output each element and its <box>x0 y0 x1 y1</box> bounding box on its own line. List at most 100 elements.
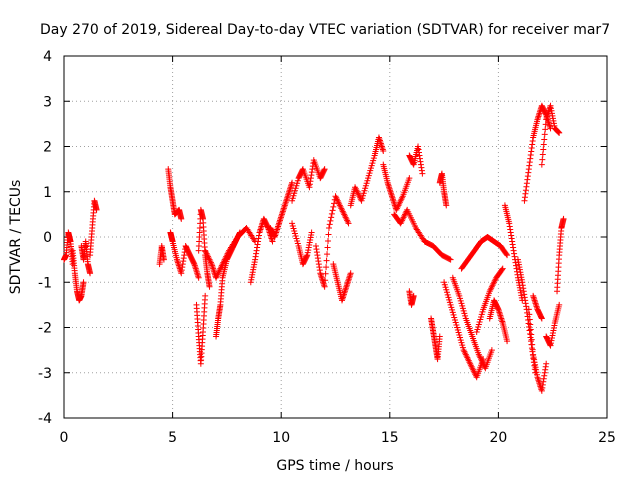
data-point-interp <box>539 151 546 158</box>
data-point-interp <box>365 172 372 179</box>
data-point-interp <box>441 281 448 288</box>
data-point-interp <box>294 238 301 245</box>
data-point <box>345 220 352 227</box>
data-point <box>556 129 563 136</box>
data-point-interp <box>539 156 546 163</box>
data-point-interp <box>361 187 368 194</box>
data-point-interp <box>367 167 374 174</box>
data-point-interp <box>326 221 333 228</box>
data-point-interp <box>291 227 298 234</box>
data-point-interp <box>526 311 533 318</box>
data-point-interp <box>542 126 549 133</box>
data-point-interp <box>292 185 299 192</box>
axis-ticks: 0 5 10 15 20 25 -4 -3 -2 -1 0 1 2 3 4 <box>38 49 616 446</box>
y-tick-label: 3 <box>43 94 52 110</box>
data-point-interp <box>449 306 456 313</box>
data-point-interp <box>457 295 464 302</box>
data-point <box>538 315 545 322</box>
x-tick-label: 5 <box>168 430 177 446</box>
data-point-interp <box>328 214 335 221</box>
data-point-interp <box>457 297 464 304</box>
x-tick-label: 0 <box>60 430 69 446</box>
data-point-interp <box>364 177 371 184</box>
data-point-interp <box>458 300 465 307</box>
data-point-interp <box>541 136 548 143</box>
data-point-interp <box>322 270 329 277</box>
x-tick-label: 15 <box>381 430 399 446</box>
data-point-interp <box>461 310 468 317</box>
data-point-interp <box>445 294 452 301</box>
data-point-interp <box>478 313 485 320</box>
data-point-interp <box>455 329 462 336</box>
data-point-interp <box>529 341 536 348</box>
data-point-interp <box>446 299 453 306</box>
data-point-interp <box>499 266 506 273</box>
y-tick-label: 2 <box>43 140 52 156</box>
data-point-interp <box>369 160 376 167</box>
data-point-interp <box>291 187 298 194</box>
data-point-interp <box>363 180 370 187</box>
data-point-interp <box>540 146 547 153</box>
data-point-interp <box>475 323 482 330</box>
data-point-interp <box>367 165 374 172</box>
data-point <box>436 333 443 340</box>
data-point-interp <box>290 192 297 199</box>
data-point-interp <box>291 230 298 237</box>
data-point-interp <box>457 334 464 341</box>
data-point-interp <box>325 238 332 245</box>
data-point-interp <box>477 316 484 323</box>
data-point-interp <box>366 170 373 177</box>
data-point-interp <box>368 162 375 169</box>
grid <box>64 56 607 418</box>
data-point-interp <box>526 316 533 323</box>
data-point-interp <box>443 286 450 293</box>
data-point-interp <box>443 289 450 296</box>
data-point-interp <box>370 155 377 162</box>
data-point <box>289 220 296 227</box>
data-point <box>447 301 454 308</box>
data-point <box>504 338 511 345</box>
y-tick-label: -3 <box>38 366 52 382</box>
data-point-interp <box>290 225 297 232</box>
data-point-interp <box>327 217 334 224</box>
data-point-interp <box>360 192 367 199</box>
plot-frame <box>63 55 608 419</box>
data-point-interp <box>476 318 483 325</box>
data-point-interp <box>459 302 466 309</box>
data-point-interp <box>289 222 296 229</box>
data-point-interp <box>293 182 300 189</box>
data-point <box>195 274 202 281</box>
data-point <box>406 175 413 182</box>
data-point-interp <box>460 307 467 314</box>
data-point-interp <box>362 182 369 189</box>
data-point <box>454 324 461 331</box>
x-tick-label: 20 <box>489 430 507 446</box>
data-point-interp <box>293 235 300 242</box>
data-point <box>308 229 315 236</box>
data-point-interp <box>294 180 301 187</box>
data-point <box>178 215 185 222</box>
data-points <box>61 102 567 394</box>
data-point <box>365 175 372 182</box>
data-point-interp <box>528 336 535 343</box>
data-point-interp <box>370 157 377 164</box>
data-point <box>410 292 417 299</box>
data-point-interp <box>527 321 534 328</box>
data-point-interp <box>323 264 330 271</box>
data-point-interp <box>451 314 458 321</box>
data-point <box>456 292 463 299</box>
data-point-interp <box>453 321 460 328</box>
data-point <box>419 170 426 177</box>
data-point <box>441 279 448 286</box>
data-point-interp <box>331 200 338 207</box>
data-point-interp <box>451 316 458 323</box>
data-point <box>289 179 296 186</box>
data-point <box>206 283 213 290</box>
data-point-interp <box>446 296 453 303</box>
data-point <box>525 306 532 313</box>
data-point <box>87 270 94 277</box>
data-point <box>538 161 545 168</box>
data-point <box>560 215 567 222</box>
y-tick-label: -4 <box>38 411 52 427</box>
x-tick-label: 10 <box>272 430 290 446</box>
